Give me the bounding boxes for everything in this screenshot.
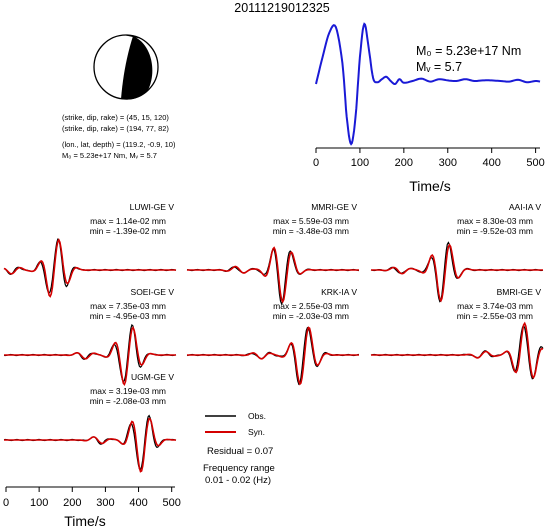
stf-m0-label: M₀ = 5.23e+17 Nm: [416, 44, 521, 58]
waveform-tick-label: 400: [129, 497, 147, 509]
station-min: min = -9.52e-03 mm: [457, 226, 533, 236]
beachball-nodal-line: [125, 34, 141, 39]
station-name: LUWI-GE V: [130, 202, 175, 212]
stf-tick-label: 0: [313, 157, 319, 169]
observed-trace: [186, 326, 360, 386]
station-min: min = -3.48e-03 mm: [273, 226, 349, 236]
legend: Obs. Syn. Residual = 0.07 Frequency rang…: [203, 411, 275, 486]
station-min: min = -4.95e-03 mm: [90, 311, 166, 321]
station-name: UGM-GE V: [131, 372, 174, 382]
station-min: min = -2.03e-03 mm: [273, 311, 349, 321]
stf-xlabel: Time/s: [409, 178, 450, 194]
stf-tick-label: 200: [395, 157, 413, 169]
nodal-plane-1: (strike, dip, rake) = (45, 15, 120): [62, 113, 169, 122]
station-max: max = 2.55e-03 mm: [273, 301, 349, 311]
station-max: max = 1.14e-02 mm: [90, 216, 166, 226]
stf-tick-label: 100: [351, 157, 369, 169]
stf-ticks: 0 100 200 300 400 500: [313, 148, 545, 169]
station-max: max = 3.74e-03 mm: [457, 301, 533, 311]
station-max: max = 7.35e-03 mm: [90, 301, 166, 311]
waveform-tick-label: 200: [63, 497, 81, 509]
synthetic-trace: [371, 321, 544, 380]
event-title: 20111219012325: [234, 1, 330, 15]
station-max: max = 8.30e-03 mm: [457, 216, 533, 226]
legend-obs-label: Obs.: [248, 411, 266, 421]
station-name: SOEI-GE V: [131, 287, 175, 297]
observed-trace: [3, 238, 177, 295]
beachball: [93, 34, 159, 100]
waveform-tick-label: 0: [3, 497, 9, 509]
station-max: max = 3.19e-03 mm: [90, 386, 166, 396]
synthetic-trace: [4, 326, 176, 386]
synthetic-trace: [371, 243, 543, 303]
waveform-x-axis: 0 100 200 300 400 500 Time/s: [3, 486, 181, 529]
waveform-tick-label: 100: [30, 497, 48, 509]
station-min: min = -2.08e-03 mm: [90, 396, 166, 406]
stf-series-line: [315, 22, 541, 146]
station-max: max = 5.59e-03 mm: [273, 216, 349, 226]
waveform-xlabel: Time/s: [64, 513, 105, 529]
waveform-tick-label: 500: [163, 497, 181, 509]
frequency-label: Frequency range: [203, 463, 275, 474]
synthetic-trace: [3, 238, 176, 298]
station-min: min = -2.55e-03 mm: [457, 311, 533, 321]
frequency-range: 0.01 - 0.02 (Hz): [205, 475, 271, 486]
stf-tick-label: 300: [439, 157, 457, 169]
nodal-plane-2: (strike, dip, rake) = (194, 77, 82): [62, 124, 169, 133]
waveform-ticks: 0 100 200 300 400 500: [3, 487, 181, 509]
residual-label: Residual = 0.07: [207, 446, 273, 457]
beachball-compression: [121, 36, 153, 100]
event-location: (lon., lat, depth) = (119.2, -0.9, 10): [62, 140, 176, 149]
waveform-tick-label: 300: [96, 497, 114, 509]
synthetic-trace: [187, 326, 359, 386]
legend-syn-label: Syn.: [248, 427, 265, 437]
station-name: BMRI-GE V: [497, 287, 542, 297]
station-min: min = -1.39e-02 mm: [90, 226, 166, 236]
synthetic-trace: [187, 246, 359, 304]
station-name: AAI-IA V: [509, 202, 541, 212]
synthetic-trace: [4, 417, 176, 473]
stf-mw-label: Mᵥ = 5.7: [416, 60, 462, 74]
station-name: MMRI-GE V: [311, 202, 357, 212]
stf-tick-label: 400: [483, 157, 501, 169]
stf-plot: 0 100 200 300 400 500 Time/s M₀ = 5.23e+17 Nm…: [313, 22, 545, 194]
event-moment: M₀ = 5.23e+17 Nm, Mᵥ = 5.7: [62, 151, 157, 160]
station-name: KRK-IA V: [321, 287, 357, 297]
stf-tick-label: 500: [526, 157, 544, 169]
observed-trace: [3, 414, 177, 471]
